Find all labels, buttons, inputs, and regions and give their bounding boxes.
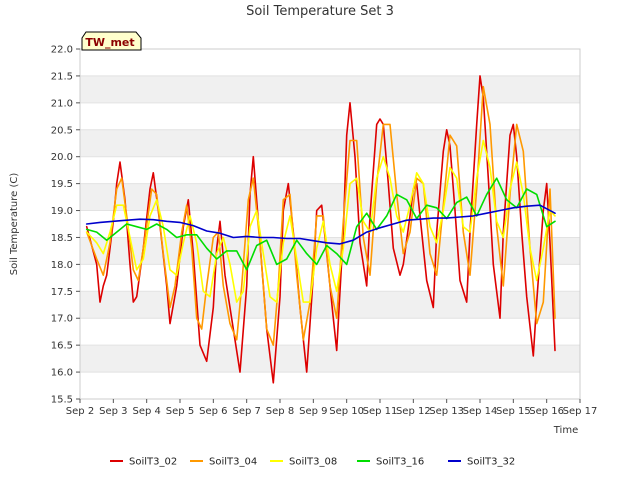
y-tick-label: 17.5 — [51, 287, 73, 298]
x-tick-label: Sep 14 — [463, 406, 498, 417]
grid-band — [80, 129, 580, 157]
station-label-box — [81, 31, 142, 51]
grid-band — [80, 345, 580, 373]
x-tick-label: Sep 6 — [199, 406, 227, 417]
grid-band — [80, 291, 580, 319]
grid-band — [80, 183, 580, 211]
y-tick-label: 21.0 — [51, 98, 73, 109]
y-tick-label: 15.5 — [51, 395, 73, 406]
grid-band — [80, 318, 580, 346]
x-tick-label: Sep 2 — [66, 406, 94, 417]
x-tick-label: Sep 13 — [429, 406, 464, 417]
series-line-soilt3-08 — [85, 139, 556, 303]
legend: SoilT3_02 SoilT3_04 SoilT3_08 SoilT3_16 Soil… — [110, 457, 515, 468]
y-axis-ticks: 15.5 16.0 16.5 17.0 17.5 18.0 18.5 19.0 19.5 20.0… — [51, 45, 80, 406]
y-tick-label: 18.0 — [51, 260, 73, 271]
x-tick-label: Sep 16 — [529, 406, 564, 417]
x-tick-label: Sep 9 — [299, 406, 327, 417]
x-tick-label: Sep 4 — [132, 406, 160, 417]
x-tick-label: Sep 11 — [363, 406, 398, 417]
y-tick-label: 17.0 — [51, 314, 73, 325]
grid-band — [80, 49, 580, 76]
y-tick-label: 19.5 — [51, 179, 73, 190]
legend-label: SoilT3_16 — [376, 457, 424, 468]
y-tick-label: 16.0 — [51, 368, 73, 379]
grid-band — [80, 75, 580, 103]
y-axis-title: Soil Temperature (C) — [9, 173, 20, 276]
y-tick-label: 20.5 — [51, 125, 73, 136]
legend-label: SoilT3_04 — [209, 457, 257, 468]
grid-band — [80, 372, 580, 399]
x-tick-label: Sep 7 — [232, 406, 260, 417]
x-tick-label: Sep 8 — [266, 406, 294, 417]
station-label-text: TW_met — [85, 36, 134, 49]
y-tick-label: 22.0 — [51, 45, 73, 56]
x-tick-label: Sep 5 — [166, 406, 194, 417]
y-tick-label: 20.0 — [51, 152, 73, 163]
x-axis-ticks: Sep 2 Sep 3 Sep 4 Sep 5 Sep 6 Sep 7 Sep 8 Sep 9… — [66, 399, 598, 417]
x-tick-label: Sep 12 — [396, 406, 431, 417]
series-line-soilt3-16 — [85, 177, 556, 271]
series-lines — [85, 75, 556, 384]
x-tick-label: Sep 17 — [563, 406, 598, 417]
x-tick-label: Sep 10 — [329, 406, 364, 417]
y-tick-label: 18.5 — [51, 233, 73, 244]
legend-label: SoilT3_08 — [289, 457, 337, 468]
x-axis-title: Time — [553, 425, 578, 436]
x-tick-label: Sep 15 — [496, 406, 531, 417]
y-tick-label: 21.5 — [51, 71, 73, 82]
series-line-soilt3-32 — [85, 204, 556, 245]
x-tick-label: Sep 3 — [99, 406, 127, 417]
grid-band — [80, 102, 580, 130]
y-tick-label: 19.0 — [51, 206, 73, 217]
y-tick-label: 16.5 — [51, 341, 73, 352]
chart-title: Soil Temperature Set 3 — [246, 4, 394, 19]
legend-label: SoilT3_32 — [467, 457, 515, 468]
station-label: TW_met — [81, 31, 142, 51]
legend-label: SoilT3_02 — [129, 457, 177, 468]
plot-area — [79, 48, 581, 400]
